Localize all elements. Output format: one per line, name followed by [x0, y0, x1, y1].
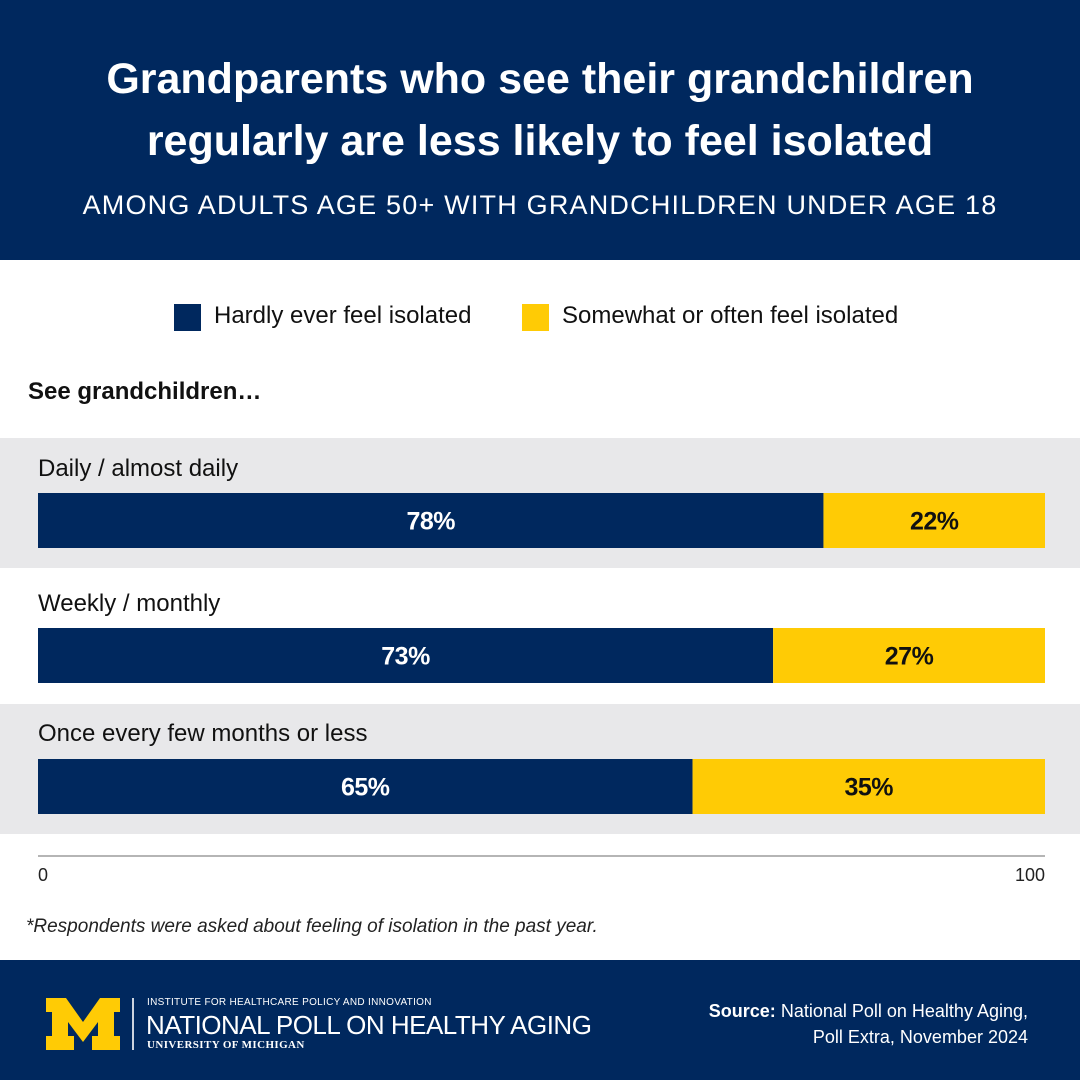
footer-banner: INSTITUTE FOR HEALTHCARE POLICY AND INNO… — [0, 960, 1080, 1080]
source-label: Source: — [708, 1001, 776, 1021]
legend-label-hardly-ever: Hardly ever feel isolated — [214, 302, 472, 329]
poll-name: NATIONAL POLL ON HEALTHY AGING — [146, 1010, 592, 1040]
chart-title-line-1: Grandparents who see their grandchildren — [106, 55, 974, 103]
institute-name: INSTITUTE FOR HEALTHCARE POLICY AND INNO… — [147, 997, 432, 1008]
legend-swatch-maize — [522, 304, 549, 331]
bar-somewhat-often — [692, 759, 1045, 814]
bar-value-label: 78% — [406, 508, 455, 536]
category-label: Once every few months or less — [38, 720, 367, 747]
bar-hardly-ever — [38, 628, 774, 683]
x-tick-label: 100 — [1015, 865, 1045, 885]
bar-hardly-ever — [38, 493, 824, 548]
footnote: *Respondents were asked about feeling of… — [26, 916, 598, 937]
bar-value-label: 27% — [885, 643, 934, 671]
chart-title-line-2: regularly are less likely to feel isolat… — [146, 117, 934, 165]
bar-value-label: 35% — [845, 774, 894, 802]
bar-value-label: 22% — [910, 508, 959, 536]
category-label: Weekly / monthly — [38, 590, 220, 617]
category-group-heading: See grandchildren… — [28, 378, 262, 405]
legend-label-somewhat-often: Somewhat or often feel isolated — [562, 302, 899, 329]
x-tick-label: 0 — [38, 865, 48, 885]
source-line-1: National Poll on Healthy Aging, — [780, 1001, 1028, 1021]
bar-value-label: 65% — [341, 774, 390, 802]
bar-somewhat-often — [823, 493, 1045, 548]
bar-hardly-ever — [38, 759, 693, 814]
legend-swatch-navy — [174, 304, 201, 331]
bar-value-label: 73% — [381, 643, 430, 671]
chart-subtitle: AMONG ADULTS AGE 50+ WITH GRANDCHILDREN … — [82, 190, 998, 220]
source-line-2: Poll Extra, November 2024 — [812, 1027, 1028, 1047]
university-name: UNIVERSITY OF MICHIGAN — [147, 1039, 305, 1051]
header-banner: Grandparents who see their grandchildren… — [0, 0, 1080, 260]
source-citation: Source: National Poll on Healthy Aging, … — [709, 998, 1028, 1050]
block-m-logo-icon — [46, 998, 120, 1050]
category-label: Daily / almost daily — [38, 455, 238, 482]
legend: Hardly ever feel isolated Somewhat or of… — [0, 300, 1080, 334]
stacked-bar-chart: Daily / almost daily 78% 22% Weekly / month… — [0, 438, 1080, 885]
bar-somewhat-often — [773, 628, 1045, 683]
chart-title: Grandparents who see their grandchildren… — [40, 48, 1040, 172]
logo-divider — [132, 998, 134, 1050]
